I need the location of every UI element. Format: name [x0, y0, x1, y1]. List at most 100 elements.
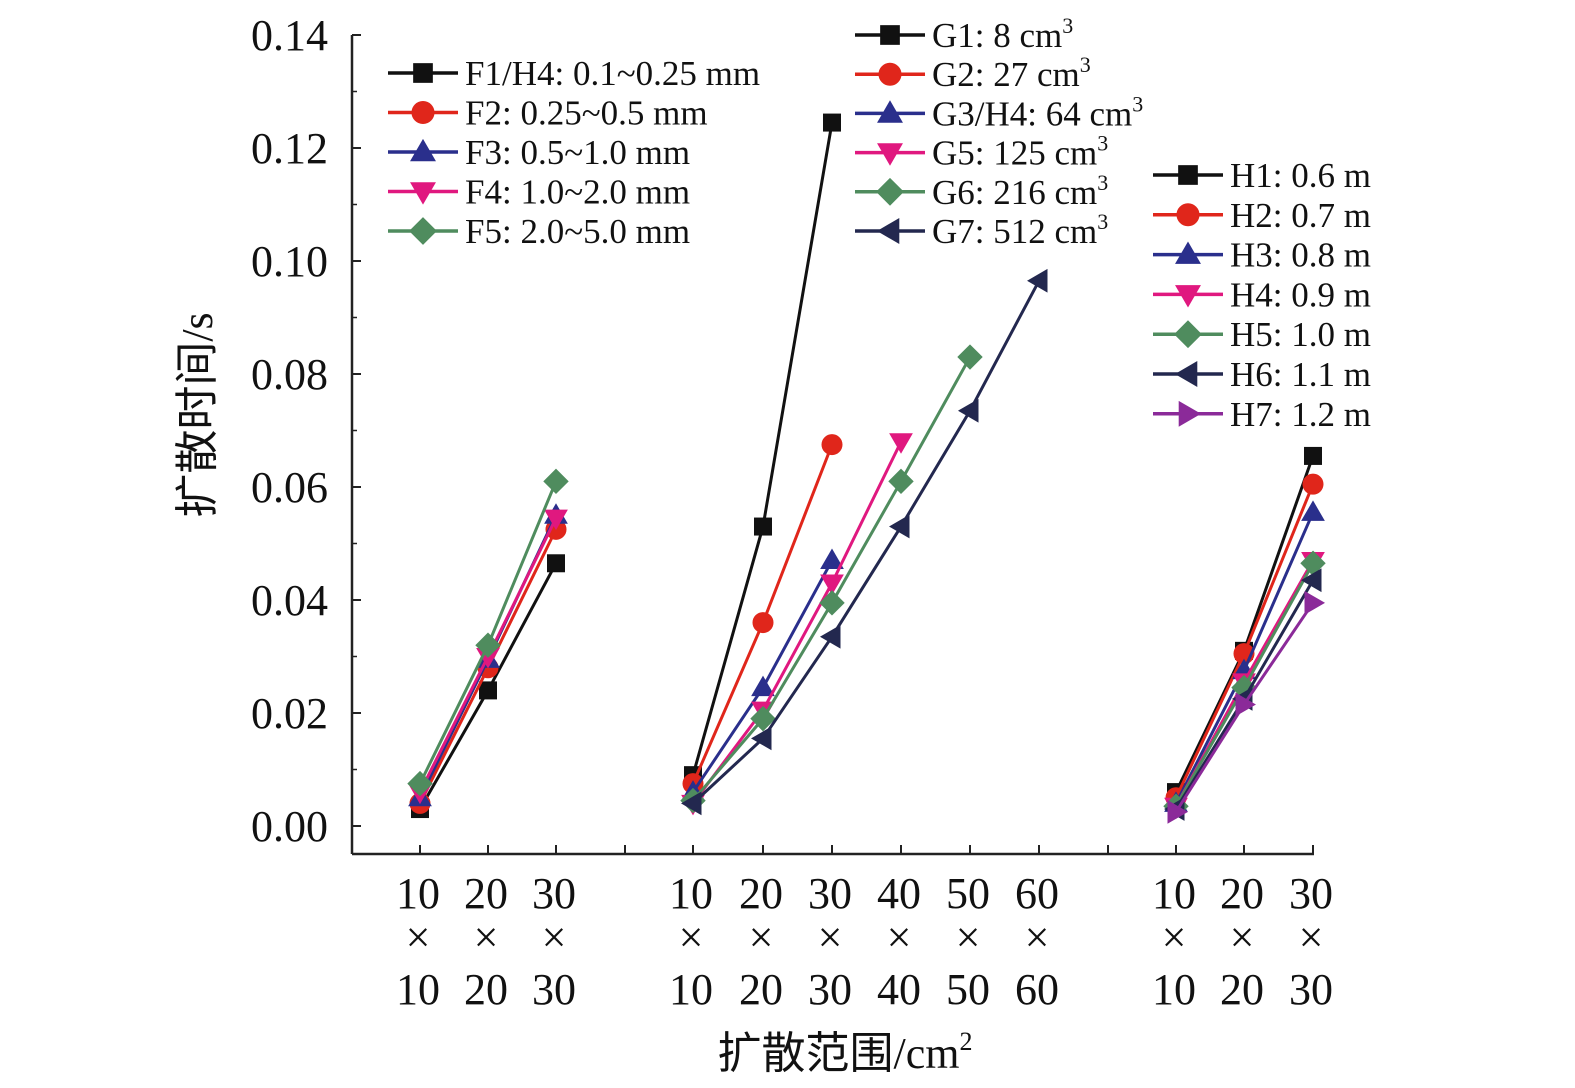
data-point: [1167, 800, 1188, 824]
x-tick-labels: 10×1020×2030×3010×1020×2030×3040×4050×50…: [396, 845, 1333, 1014]
legend-item: F2: 0.25~0.5 mm: [388, 94, 708, 133]
legend-item: F5: 2.0~5.0 mm: [388, 212, 690, 251]
legend-label: H4: 0.9 m: [1230, 275, 1371, 314]
legend-marker: [409, 217, 437, 245]
legend-label: F1/H4: 0.1~0.25 mm: [465, 54, 760, 93]
data-point: [751, 726, 772, 751]
data-point: [819, 590, 845, 616]
x-tick-label-top: 30: [808, 869, 852, 918]
x-tick-label-mid: ×: [818, 913, 843, 962]
x-tick-label-mid: ×: [474, 913, 499, 962]
x-tick-label-top: 30: [1289, 869, 1333, 918]
data-point: [544, 509, 568, 531]
legend-label: G3/H4: 64 cm3: [932, 91, 1143, 133]
legend-marker: [876, 218, 900, 244]
legend-marker: [411, 101, 435, 124]
data-point: [889, 433, 913, 454]
legend-item: G7: 512 cm3: [855, 209, 1108, 251]
legend-marker: [413, 63, 433, 83]
data-point: [752, 612, 774, 634]
series-line: [691, 559, 834, 793]
series-line: [691, 441, 903, 805]
legend-label: F3: 0.5~1.0 mm: [465, 133, 690, 172]
series-line: [1174, 455, 1315, 793]
legend-label: G7: 512 cm3: [932, 209, 1108, 251]
legend-label: H6: 1.1 m: [1230, 355, 1371, 394]
legend-label: G1: 8 cm3: [932, 13, 1073, 55]
legend-marker: [1174, 361, 1198, 387]
data-point: [754, 517, 772, 536]
series-line: [418, 480, 558, 785]
legend-marker: [877, 100, 903, 123]
x-tick-label-bottom: 30: [808, 965, 852, 1014]
data-point: [1302, 473, 1324, 495]
x-tick-label-bottom: 30: [1289, 965, 1333, 1014]
x-tick-label-top: 20: [1220, 869, 1264, 918]
x-tick-label-bottom: 20: [464, 965, 508, 1014]
x-tick-label-top: 10: [669, 869, 713, 918]
legend-item: H5: 1.0 m: [1153, 315, 1371, 354]
x-tick-label-mid: ×: [1025, 913, 1050, 962]
data-point: [750, 705, 776, 732]
x-tick-label-top: 10: [396, 869, 440, 918]
legend-marker: [410, 138, 436, 162]
x-tick-label-bottom: 20: [1220, 965, 1264, 1014]
legend-item: H2: 0.7 m: [1153, 196, 1371, 235]
x-tick-label-top: 60: [1015, 869, 1059, 918]
x-tick-label-bottom: 30: [532, 965, 576, 1014]
data-point: [407, 770, 433, 797]
x-axis-title-sup: 2: [959, 1027, 972, 1056]
legend-item: G6: 216 cm3: [855, 170, 1108, 212]
y-tick-label: 0.02: [251, 689, 328, 738]
x-tick-label-mid: ×: [406, 913, 431, 962]
legend-label: H2: 0.7 m: [1230, 196, 1371, 235]
legend-item: G3/H4: 64 cm3: [855, 91, 1143, 133]
x-tick-label-bottom: 50: [946, 965, 990, 1014]
series-G-g1: [684, 113, 841, 785]
legend-label: G2: 27 cm3: [932, 52, 1091, 94]
data-point: [888, 468, 914, 495]
y-axis-title: 扩散时间/s: [173, 312, 222, 517]
x-tick-label-bottom: 40: [877, 965, 921, 1014]
y-ticks: 0.00 0.02 0.04 0.06 0.08 0.10 0.12 0.14: [251, 11, 361, 851]
x-tick-label-mid: ×: [1162, 913, 1187, 962]
x-tick-label-bottom: 10: [669, 965, 713, 1014]
legend-marker: [410, 182, 436, 205]
x-tick-label-mid: ×: [542, 913, 567, 962]
x-axis-title: 扩散范围/cm2: [718, 1027, 973, 1078]
legend-marker: [1174, 320, 1202, 349]
legend-marker: [880, 25, 900, 45]
series-H-h2: [1165, 473, 1324, 809]
data-point: [1304, 446, 1322, 465]
x-tick-label-top: 30: [532, 869, 576, 918]
data-point: [820, 624, 841, 649]
legend-label: H1: 0.6 m: [1230, 156, 1371, 195]
legend-marker: [1175, 241, 1201, 264]
plot-area: [407, 113, 1326, 824]
data-point: [958, 398, 979, 423]
legend-label: F5: 2.0~5.0 mm: [465, 212, 690, 251]
legend-item: H7: 1.2 m: [1153, 395, 1371, 434]
legend-item: H3: 0.8 m: [1153, 236, 1371, 275]
data-point: [889, 514, 910, 539]
y-tick-label: 0.04: [251, 576, 328, 625]
data-point: [820, 548, 844, 569]
x-tick-label-bottom: 10: [1152, 965, 1196, 1014]
legend-marker: [1178, 400, 1202, 427]
legend-label: H7: 1.2 m: [1230, 395, 1371, 434]
series-F-f5: [407, 468, 569, 797]
series-line: [691, 280, 1041, 805]
data-point: [823, 113, 841, 132]
x-tick-label-mid: ×: [1299, 913, 1324, 962]
legend-item: G5: 125 cm3: [855, 131, 1108, 173]
series-F-f1-h4: [411, 554, 565, 819]
x-axis-title-main: 扩散范围/cm: [718, 1029, 960, 1078]
legend-label: F2: 0.25~0.5 mm: [465, 94, 708, 133]
data-point: [1301, 500, 1325, 521]
data-point: [820, 574, 844, 596]
legend-marker: [1178, 165, 1198, 185]
x-tick-label-mid: ×: [749, 913, 774, 962]
